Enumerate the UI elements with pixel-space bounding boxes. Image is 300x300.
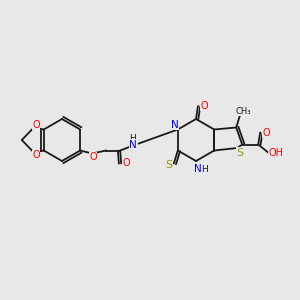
Text: S: S (165, 160, 172, 170)
Text: H: H (129, 134, 136, 143)
Text: O: O (32, 151, 40, 160)
Text: OH: OH (269, 148, 284, 158)
Text: N: N (171, 119, 179, 130)
Text: N: N (194, 164, 202, 174)
Text: CH₃: CH₃ (236, 107, 251, 116)
Text: O: O (89, 152, 97, 163)
Text: O: O (262, 128, 270, 137)
Text: N: N (129, 140, 137, 149)
Text: S: S (237, 148, 244, 158)
Text: H: H (202, 164, 208, 173)
Text: O: O (122, 158, 130, 167)
Text: O: O (32, 119, 40, 130)
Text: O: O (200, 101, 208, 111)
